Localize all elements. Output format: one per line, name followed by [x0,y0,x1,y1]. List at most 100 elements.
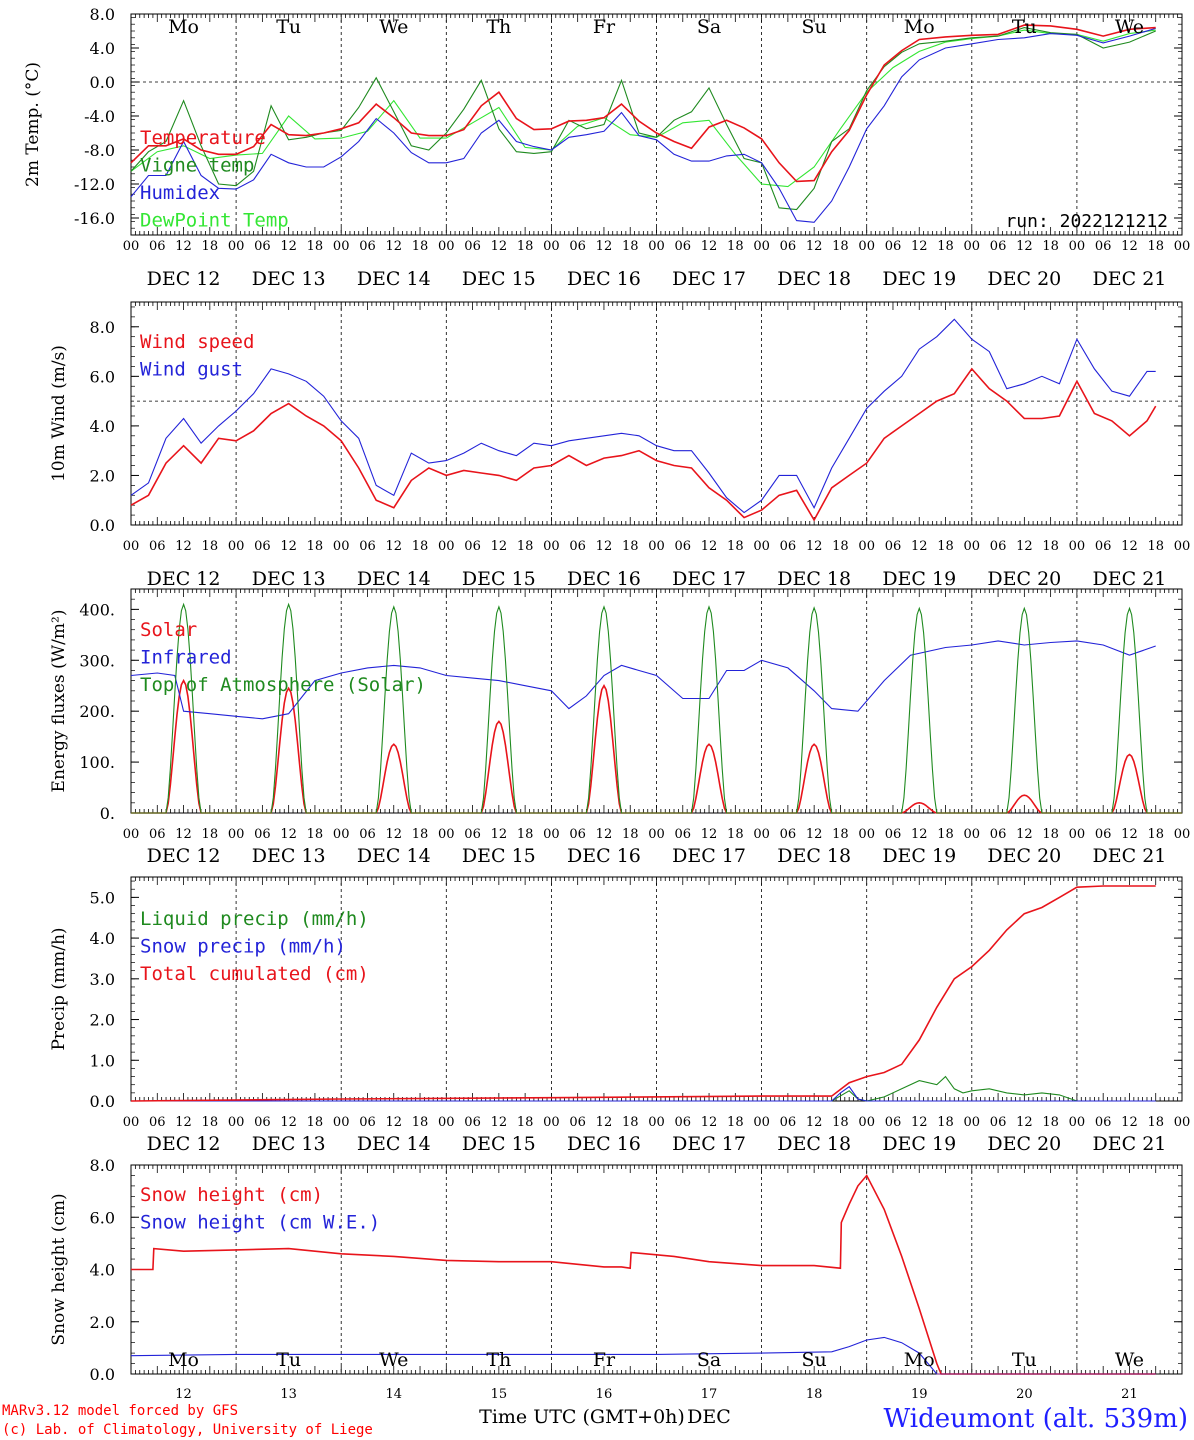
hour-label: 12 [911,239,928,254]
hour-label: 12 [491,1115,508,1130]
weekday-label: We [379,1349,408,1371]
x-axis-month: DEC [687,1406,731,1428]
y-tick-label: 6.0 [90,367,115,386]
date-label: DEC 19 [882,1133,956,1155]
date-label: DEC 15 [462,268,536,290]
day-number-label: 19 [911,1387,928,1402]
y-tick-label: 4.0 [90,929,115,948]
hour-label: 18 [727,539,744,554]
credit-line-2: (c) Lab. of Climatology, University of L… [2,1422,373,1438]
date-label: DEC 16 [567,568,641,590]
date-label: DEC 20 [987,1133,1061,1155]
hour-label: 06 [359,539,376,554]
hour-label: 18 [307,239,324,254]
hour-label: 12 [1121,239,1138,254]
hour-label: 18 [622,239,639,254]
hour-label: 00 [648,539,665,554]
hour-label: 00 [123,827,140,842]
day-number-label: 14 [385,1387,402,1402]
date-label: DEC 17 [672,1133,746,1155]
hour-label: 18 [202,1115,219,1130]
hour-label: 18 [622,1115,639,1130]
hour-label: 06 [254,827,271,842]
series-line-snow-height-cm- [131,1174,1156,1375]
weekday-label: Sa [697,16,721,38]
y-tick-label: 400. [79,600,115,619]
weekday-label: We [1115,1349,1144,1371]
weekday-label: Tu [276,16,301,38]
day-number-label: 15 [491,1387,508,1402]
series-line-wind-gust [130,318,1156,514]
hour-label: 00 [648,1115,665,1130]
weekday-label: Mo [168,1349,199,1371]
hour-label: 18 [1147,827,1164,842]
hour-label: 18 [412,827,429,842]
weekday-label: Tu [276,1349,301,1371]
y-tick-label: 1.0 [90,1051,115,1070]
hour-label: 18 [1042,239,1059,254]
legend-entry: DewPoint Temp [140,210,289,232]
hour-label: 18 [1042,827,1059,842]
date-label: DEC 17 [672,568,746,590]
day-number-label: 12 [175,1387,192,1402]
y-tick-label: 8.0 [90,1156,115,1175]
y-tick-label: 0.0 [90,516,115,535]
y-axis-label: Energy fluxes (W/m²) [49,610,69,793]
hour-label: 12 [385,239,402,254]
hour-label: 06 [149,1115,166,1130]
y-tick-label: 5.0 [90,888,115,907]
hour-label: 18 [202,239,219,254]
hour-label: 00 [858,539,875,554]
hour-label: 06 [885,1115,902,1130]
hour-label: 12 [280,539,297,554]
y-tick-label: -4.0 [84,107,115,126]
hour-label: 00 [1069,827,1086,842]
hour-label: 00 [1069,539,1086,554]
series-line-top-of-atmosphere-solar- [131,602,1182,814]
y-tick-label: 2.0 [90,1011,115,1030]
hour-label: 12 [175,539,192,554]
hour-label: 12 [1121,827,1138,842]
weekday-label: Fr [593,16,616,38]
hour-label: 18 [412,539,429,554]
hour-label: 06 [675,827,692,842]
hour-label: 06 [1095,1115,1112,1130]
date-label: DEC 14 [357,1133,431,1155]
hour-label: 18 [412,239,429,254]
legend-entry: Temperature [140,127,266,149]
series-line-dewpoint-temp [130,29,1156,188]
legend-entry: Snow precip (mm/h) [140,936,346,958]
hour-label: 12 [911,1115,928,1130]
date-label: DEC 16 [567,268,641,290]
hour-label: 06 [149,539,166,554]
y-tick-label: 3.0 [90,970,115,989]
hour-label: 06 [990,539,1007,554]
hour-label: 18 [832,239,849,254]
y-tick-label: 0. [100,804,115,823]
hour-label: 06 [464,239,481,254]
date-label: DEC 17 [672,845,746,867]
date-label: DEC 13 [252,1133,326,1155]
hour-label: 00 [123,239,140,254]
hour-label: 06 [780,239,797,254]
weekday-label: Tu [1012,16,1037,38]
hour-label: 00 [858,239,875,254]
date-label: DEC 20 [987,568,1061,590]
hour-label: 06 [359,1115,376,1130]
plot-frame [130,301,1183,526]
hour-label: 00 [964,239,981,254]
hour-label: 06 [464,539,481,554]
hour-label: 18 [727,827,744,842]
hour-label: 00 [543,1115,560,1130]
y-tick-label: 2.0 [90,466,115,485]
y-tick-label: 0.0 [90,73,115,92]
hour-label: 18 [727,239,744,254]
hour-label: 12 [1121,1115,1138,1130]
hour-label: 12 [175,1115,192,1130]
series-line-infrared [130,640,1156,720]
date-label: DEC 16 [567,845,641,867]
hour-label: 18 [517,539,534,554]
legend-entry: Wind gust [140,359,243,381]
hour-label: 12 [701,239,718,254]
